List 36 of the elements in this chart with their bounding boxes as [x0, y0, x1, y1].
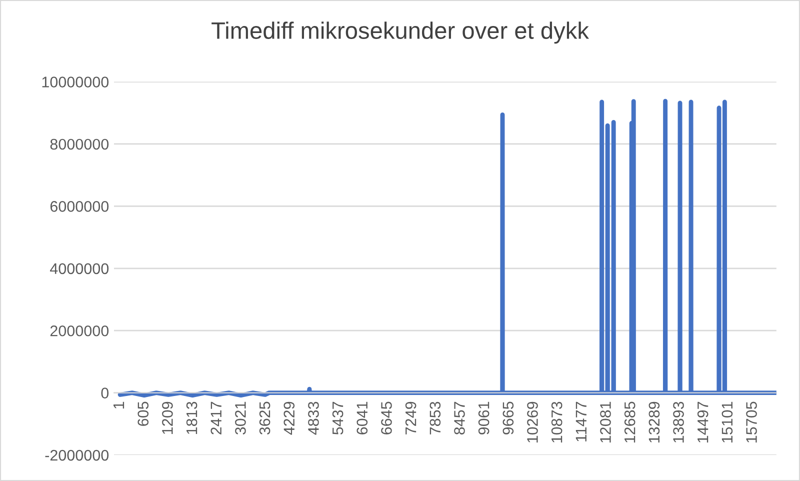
- x-tick-label: 11477: [576, 402, 586, 442]
- x-tick-label: 14497: [697, 402, 708, 442]
- y-tick-label: 2000000: [50, 325, 109, 336]
- x-tick-label: 4833: [308, 402, 319, 435]
- x-tick-label: 2417: [210, 402, 222, 434]
- y-tick-label: 6000000: [50, 201, 109, 212]
- x-tick-label: 3021: [235, 402, 246, 435]
- chart-title: Timediff mikrosekunder over et dykk: [212, 22, 590, 44]
- x-tick-label: 12685: [624, 402, 636, 442]
- y-tick-label: 8000000: [50, 138, 109, 150]
- y-tick-label: 0: [101, 388, 109, 399]
- x-tick-label: 7853: [430, 402, 441, 434]
- x-tick-label: 3625: [259, 402, 270, 435]
- x-tick-label: 9061: [478, 402, 490, 434]
- y-tick-label: -2000000: [45, 450, 109, 461]
- x-tick-label: 1813: [186, 402, 198, 434]
- x-tick-label: 10269: [527, 402, 538, 442]
- x-tick-label: 15705: [746, 402, 757, 442]
- x-tick-label: 4229: [284, 402, 295, 435]
- x-tick-label: 1: [114, 402, 124, 408]
- y-tick-label: 10000000: [42, 76, 109, 88]
- x-tick-label: 8457: [454, 402, 465, 434]
- x-tick-label: 12081: [600, 402, 611, 442]
- x-tick-label: 1209: [162, 402, 173, 434]
- x-tick-label: 605: [138, 402, 149, 426]
- x-tick-label: 13893: [673, 402, 684, 442]
- x-tick-label: 10873: [551, 402, 562, 442]
- line-series: [118, 98, 776, 398]
- x-tick-label: 6041: [356, 402, 368, 434]
- y-tick-label: 4000000: [50, 263, 109, 274]
- x-tick-label: 7249: [405, 402, 416, 434]
- x-tick-label: 9665: [502, 402, 514, 434]
- x-tick-label: 5437: [332, 402, 344, 435]
- x-tick-label: 15101: [722, 402, 733, 442]
- x-tick-label: 13289: [648, 402, 660, 442]
- x-tick-label: 6645: [381, 402, 392, 434]
